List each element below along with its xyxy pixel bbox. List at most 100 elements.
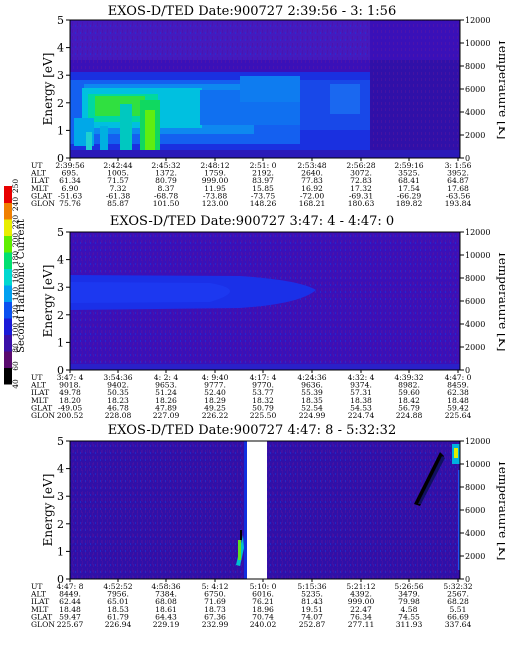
orbit-cell: 2:59:16 (394, 161, 423, 170)
orbit-cell: 79.98 (398, 597, 420, 606)
orbit-cell: 2:53:48 (297, 161, 326, 170)
ytick-right-label: 0 (465, 366, 470, 375)
orbit-cell: 18.23 (107, 396, 129, 405)
ytick-right-label: 6000 (465, 297, 485, 306)
ytick-label: 5 (57, 226, 64, 239)
ytick-label: 2 (57, 97, 64, 110)
orbit-cell: 5:15:36 (297, 582, 326, 591)
ytick-right-label: 12000 (465, 16, 490, 25)
orbit-cell: 64.87 (447, 176, 469, 185)
orbit-cell: 22.47 (350, 605, 372, 614)
colorbar-tick: 160 (11, 269, 20, 284)
ytick-right-label: 4000 (465, 529, 485, 538)
panel-1: EXOS-D/TED Date:900727 2:39:56 - 3: 1:56 (30, 4, 505, 208)
orbit-cell: 225.64 (445, 411, 472, 420)
orbit-cell: 83.97 (252, 176, 274, 185)
orbit-cell: 4:47: 0 (445, 373, 472, 382)
colorbar-cell (4, 252, 12, 269)
ytick-label: 1 (57, 124, 64, 137)
orbit-cell: 9777. (204, 381, 226, 390)
orbit-cell: 65.01 (107, 597, 129, 606)
ytick-label: 0 (57, 364, 64, 377)
ytick-label: 4 (57, 254, 64, 267)
orbit-cell: 8459. (447, 381, 469, 390)
orbit-cell: 180.63 (348, 199, 375, 208)
orbit-cell: 74.07 (301, 612, 323, 621)
orbit-cell: 4.58 (401, 605, 418, 614)
ytick-right-label: 6000 (465, 506, 485, 515)
orbit-cell: 2192. (252, 169, 274, 178)
orbit-cell: 6750. (204, 590, 226, 599)
ytick-right-label: 8000 (465, 62, 485, 71)
ytick-label: 3 (57, 281, 64, 294)
ytick-label: 0 (57, 152, 64, 165)
orbit-cell: 2:45:32 (151, 161, 180, 170)
panel-1-spectrogram (69, 19, 461, 159)
orbit-cell: 18.20 (59, 396, 81, 405)
orbit-cell: 4:52:52 (103, 582, 132, 591)
orbit-cell: 123.00 (202, 199, 229, 208)
orbit-cell: -73.75 (251, 191, 275, 200)
ytick-right-label: 10000 (465, 39, 490, 48)
orbit-cell: 9770. (252, 381, 274, 390)
orbit-cell: 71.69 (204, 597, 226, 606)
panel-3-ylabel-right: Temperature [K] (496, 460, 505, 561)
orbit-cell: 1759. (204, 169, 226, 178)
panel-2-ylabel-right: Temperature [K] (496, 251, 505, 352)
colorbar-cell (4, 219, 12, 236)
orbit-cell: 4:39:32 (394, 373, 423, 382)
orbit-cell: 15.85 (252, 184, 274, 193)
orbit-cell: 3:54:36 (103, 373, 132, 382)
orbit-cell: 3525. (398, 169, 420, 178)
orbit-cell: 2640. (301, 169, 323, 178)
orbit-cell: 76.21 (252, 597, 274, 606)
orbit-cell: 49.25 (204, 403, 226, 412)
orbit-cell: 3:47: 4 (57, 373, 84, 382)
orbit-cell: 18.35 (301, 396, 323, 405)
orbit-cell: -73.88 (203, 191, 227, 200)
colorbar-cell (4, 318, 12, 335)
ytick-label: 5 (57, 14, 64, 27)
orbit-cell: 4:24:36 (297, 373, 326, 382)
orbit-row-label: GLAT (31, 403, 52, 412)
orbit-cell: 999.00 (202, 176, 229, 185)
orbit-cell: 168.21 (299, 199, 326, 208)
orbit-cell: 18.48 (447, 396, 469, 405)
colorbar-tick: 100 (11, 323, 20, 338)
ytick-right-label: 0 (465, 154, 470, 163)
panel-2-spectrogram (69, 231, 461, 371)
panel-3-spectrogram (69, 440, 461, 580)
ytick-label: 5 (57, 435, 64, 448)
orbit-cell: -66.29 (397, 191, 421, 200)
orbit-cell: -51.63 (58, 191, 82, 200)
orbit-row-label: MLT (31, 605, 48, 614)
orbit-cell: 277.11 (348, 620, 375, 629)
ytick-label: 3 (57, 69, 64, 82)
orbit-cell: 5:10: 0 (250, 582, 277, 591)
orbit-cell: 18.53 (107, 605, 129, 614)
orbit-row-label: ILAT (31, 388, 49, 397)
ytick-right-label: 10000 (465, 460, 490, 469)
orbit-cell: 52.54 (301, 403, 323, 412)
orbit-cell: 2:42:44 (103, 161, 132, 170)
panel-2: EXOS-D/TED Date:900727 3:47: 4 - 4:47: 0… (30, 214, 505, 420)
orbit-row-label: GLON (31, 411, 55, 420)
colorbar-tick: 120 (11, 305, 20, 320)
orbit-cell: 8449. (59, 590, 81, 599)
orbit-cell: 57.31 (350, 388, 372, 397)
colorbar-tick: 220 (11, 215, 20, 230)
colorbar-cell (4, 334, 12, 352)
orbit-row-label: GLAT (31, 612, 52, 621)
orbit-cell: 6016. (252, 590, 274, 599)
orbit-cell: 67.36 (204, 612, 226, 621)
orbit-cell: 5:21:12 (346, 582, 375, 591)
orbit-cell: 47.89 (155, 403, 177, 412)
orbit-cell: 2:39:56 (55, 161, 84, 170)
ytick-label: 1 (57, 545, 64, 558)
colorbar-cell (4, 351, 12, 368)
orbit-cell: 80.79 (155, 176, 177, 185)
orbit-cell: 18.48 (59, 605, 81, 614)
orbit-cell: 4: 2: 4 (154, 373, 179, 382)
orbit-cell: 59.42 (447, 403, 469, 412)
orbit-cell: 7956. (107, 590, 129, 599)
